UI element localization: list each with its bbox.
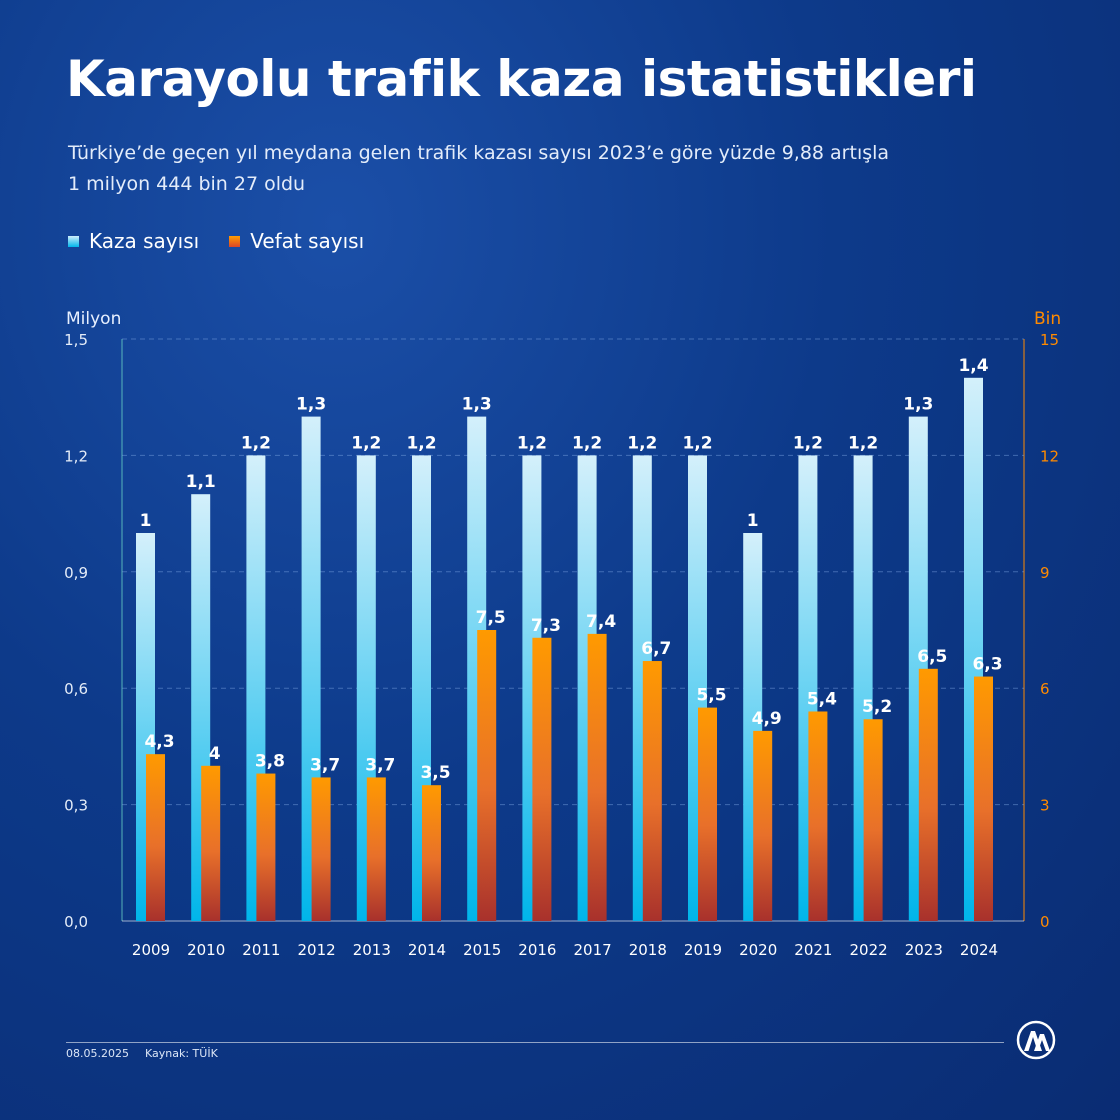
bar-vefat <box>863 719 883 921</box>
y-left-tick-label: 1,5 <box>64 331 88 349</box>
y-right-tick-label: 6 <box>1040 680 1050 698</box>
data-label-kaza: 1,2 <box>351 433 381 453</box>
data-label-kaza: 1,4 <box>958 356 988 376</box>
bar-vefat <box>698 707 717 921</box>
data-label-vefat: 3,8 <box>255 752 285 772</box>
data-label-kaza: 1 <box>140 511 152 531</box>
x-tick-label: 2016 <box>518 941 556 959</box>
page-subtitle: Türkiye’de geçen yıl meydana gelen trafi… <box>68 142 890 195</box>
bar-vefat <box>974 676 993 921</box>
y-right-tick-label: 0 <box>1040 913 1050 931</box>
data-label-kaza: 1,1 <box>186 472 216 492</box>
x-tick-label: 2010 <box>187 941 225 959</box>
footer-source: Kaynak: TÜİK <box>145 1047 218 1060</box>
x-tick-label: 2017 <box>574 941 612 959</box>
data-label-kaza: 1,3 <box>903 395 933 415</box>
data-label-kaza: 1,3 <box>462 395 492 415</box>
data-label-kaza: 1 <box>747 511 759 531</box>
data-label-vefat: 5,5 <box>696 686 726 706</box>
bar-vefat <box>477 630 497 921</box>
x-tick-label: 2023 <box>905 941 943 959</box>
bar-vefat <box>532 637 552 921</box>
grid-layer <box>121 338 1025 922</box>
x-tick-label: 2019 <box>684 941 722 959</box>
data-label-vefat: 6,3 <box>972 655 1002 675</box>
right-axis-unit: Bin <box>1034 309 1062 329</box>
y-right-tick-label: 9 <box>1040 564 1050 582</box>
data-label-kaza: 1,2 <box>793 433 823 453</box>
x-tick-label: 2022 <box>850 941 888 959</box>
bar-vefat <box>422 785 441 921</box>
legend-label-vefat: Vefat sayısı <box>250 229 365 253</box>
y-left-tick-label: 0,0 <box>64 913 88 931</box>
y-left-tick-label: 1,2 <box>64 447 88 465</box>
data-label-vefat: 7,4 <box>586 612 616 632</box>
bar-vefat <box>201 765 221 921</box>
data-label-vefat: 5,4 <box>807 689 837 709</box>
x-tick-label: 2009 <box>132 941 170 959</box>
legend-item-vefat: Vefat sayısı <box>229 229 364 253</box>
data-label-kaza: 1,2 <box>517 433 547 453</box>
bar-vefat <box>587 633 607 921</box>
footer-divider <box>66 1042 1004 1043</box>
legend-swatch-kaza <box>68 235 79 247</box>
legend-swatch-vefat <box>229 235 241 247</box>
bar-vefat <box>808 711 828 921</box>
data-label-vefat: 7,5 <box>476 608 506 628</box>
y-right-tick-label: 12 <box>1040 447 1059 465</box>
data-label-kaza: 1,2 <box>241 433 271 453</box>
x-tick-label: 2014 <box>408 941 446 959</box>
data-label-vefat: 7,3 <box>531 616 561 636</box>
data-label-vefat: 3,7 <box>310 755 340 775</box>
data-label-vefat: 4,9 <box>752 709 782 729</box>
bar-vefat <box>366 777 386 921</box>
aa-logo-icon <box>1016 1020 1056 1060</box>
page-title: Karayolu trafik kaza istatistikleri <box>66 50 977 108</box>
data-label-vefat: 4,3 <box>144 732 174 752</box>
data-label-kaza: 1,2 <box>572 433 602 453</box>
bar-vefat <box>918 668 938 921</box>
x-tick-label: 2024 <box>960 941 998 959</box>
y-left-tick-label: 0,6 <box>64 680 88 698</box>
data-label-kaza: 1,2 <box>627 433 657 453</box>
data-label-vefat: 6,5 <box>917 647 947 667</box>
bar-vefat <box>256 773 276 921</box>
bar-vefat <box>311 777 331 921</box>
legend-label-kaza: Kaza sayısı <box>89 229 200 253</box>
bar-vefat <box>642 661 662 921</box>
footer-date: 08.05.2025 <box>66 1047 129 1060</box>
bar-vefat <box>146 754 165 921</box>
data-label-kaza: 1,3 <box>296 395 326 415</box>
data-label-vefat: 4 <box>209 744 221 764</box>
data-label-vefat: 5,2 <box>862 697 892 717</box>
data-label-kaza: 1,2 <box>682 433 712 453</box>
label-layer: 0,0 0 0,3 3 0,6 6 0,9 9 1,2 12 1,5 15 1 4,3 2009 1,1 4 20… <box>64 331 1059 959</box>
data-label-vefat: 6,7 <box>641 639 671 659</box>
data-label-kaza: 1,2 <box>848 433 878 453</box>
data-label-vefat: 3,7 <box>365 755 395 775</box>
legend-item-kaza: Kaza sayısı <box>68 229 199 253</box>
bar-vefat <box>753 730 773 921</box>
data-label-kaza: 1,2 <box>406 433 436 453</box>
chart-legend: Kaza sayısı Vefat sayısı <box>68 229 364 253</box>
y-right-tick-label: 15 <box>1040 331 1059 349</box>
x-tick-label: 2012 <box>298 941 336 959</box>
x-tick-label: 2020 <box>739 941 777 959</box>
y-left-tick-label: 0,3 <box>64 797 88 815</box>
y-left-tick-label: 0,9 <box>64 564 88 582</box>
x-tick-label: 2018 <box>629 941 667 959</box>
x-tick-label: 2013 <box>353 941 391 959</box>
y-right-tick-label: 3 <box>1040 797 1050 815</box>
x-tick-label: 2015 <box>463 941 501 959</box>
x-tick-label: 2011 <box>242 941 280 959</box>
left-axis-unit: Milyon <box>66 309 122 329</box>
bar-layer <box>136 377 993 921</box>
data-label-vefat: 3,5 <box>420 763 450 783</box>
x-tick-label: 2021 <box>794 941 832 959</box>
